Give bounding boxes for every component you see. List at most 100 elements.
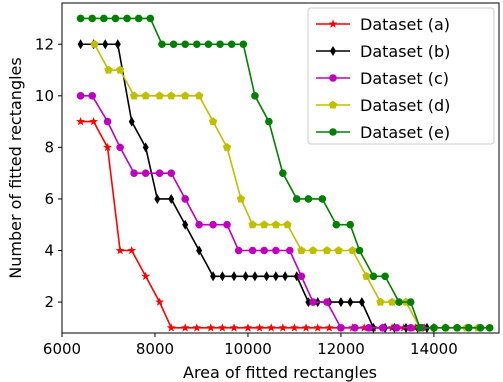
series-2-point (231, 271, 238, 282)
series-4-point (167, 91, 176, 100)
series-5-point (406, 298, 415, 306)
series-1-point (278, 323, 288, 332)
series-3-point (103, 117, 112, 126)
series-3-point (378, 324, 387, 332)
legend-marker (329, 74, 337, 82)
series-4-point (297, 246, 306, 255)
series-5-point (292, 195, 301, 203)
series-2-point (219, 271, 226, 282)
legend-item: Dataset (e) (316, 123, 450, 142)
series-4-point (236, 194, 246, 203)
series-3-point (406, 324, 415, 332)
series-4-point (248, 220, 257, 229)
series-3-point (209, 220, 217, 229)
series-1-point (313, 323, 323, 332)
series-3-point (116, 143, 124, 152)
legend-label: Dataset (c) (360, 69, 449, 88)
series-3-point (181, 195, 189, 203)
x-tick-label: 12000 (317, 340, 365, 358)
series-4-point (208, 117, 218, 126)
legend-item: Dataset (c) (316, 69, 449, 88)
series-1-point (266, 323, 276, 332)
x-tick-label: 8000 (136, 340, 174, 358)
series-5-point (441, 324, 450, 332)
series-5-point (158, 40, 166, 49)
series-5-point (169, 40, 178, 49)
series-4-point (194, 91, 204, 100)
series-1-point (229, 323, 239, 332)
series-5-point (464, 324, 473, 332)
series-5-point (453, 324, 461, 332)
series-1-point (180, 323, 190, 332)
series-4-point (308, 246, 318, 255)
series-5-point (369, 272, 378, 281)
series-5-point (239, 40, 248, 49)
series-5-point (395, 298, 403, 306)
series-2-point (282, 271, 289, 282)
series-5-point (332, 220, 341, 229)
series-2-point (305, 297, 312, 308)
plot-frame (61, 2, 500, 334)
series-4-point (348, 246, 357, 255)
series-3-point (272, 246, 280, 255)
y-tick-label: 2 (44, 293, 54, 311)
series-3-point (223, 220, 231, 229)
series-3-point (155, 169, 164, 177)
series-2-point (210, 271, 217, 282)
series-3-point (88, 92, 97, 100)
series-5-point (476, 324, 485, 332)
series-4-point (362, 271, 371, 280)
series-5-point (134, 14, 143, 23)
series-1-point (155, 297, 164, 306)
series-3-point (248, 246, 257, 255)
series-3-point (297, 272, 306, 281)
series-5-point (88, 14, 97, 23)
series-5-point (227, 40, 236, 49)
series-3-point (195, 220, 203, 229)
series-4-point (322, 246, 332, 255)
y-tick-label: 8 (44, 138, 54, 156)
series-1-point (103, 142, 112, 152)
series-5-point (279, 169, 287, 177)
series-4-point (334, 246, 343, 255)
series-3-point (234, 246, 243, 255)
legend: Dataset (a) Dataset (b) Dataset (c) Dataset… (307, 7, 495, 145)
legend-label: Dataset (e) (360, 123, 450, 142)
legend-box (307, 7, 495, 145)
y-tick-label: 6 (44, 190, 54, 208)
series-5 (76, 14, 494, 332)
series-5-point (123, 14, 131, 23)
legend-item: Dataset (b) (316, 42, 450, 61)
plot-series (76, 14, 494, 333)
series-4-point (222, 142, 232, 151)
series-3 (76, 92, 427, 332)
series-1-point (301, 323, 311, 332)
series-5-point (181, 40, 189, 49)
series-5-point (416, 324, 424, 332)
legend-item: Dataset (a) (316, 15, 450, 34)
series-5-point (146, 14, 155, 23)
series-2-point (358, 297, 365, 308)
series-3-point (309, 298, 317, 306)
series-5-point (318, 195, 327, 203)
series-3-point (260, 246, 269, 255)
series-3-point (365, 324, 373, 332)
series-2-point (182, 219, 189, 230)
series-2-point (242, 271, 249, 282)
series-1-point (141, 271, 151, 280)
series-2-point (168, 193, 175, 204)
y-tick-label: 4 (44, 242, 54, 260)
series-1-point (166, 323, 176, 332)
series-2-point (154, 193, 161, 204)
series-5-point (216, 40, 224, 49)
y-tick-label: 12 (35, 35, 54, 53)
series-2-point (251, 271, 258, 282)
legend-label: Dataset (b) (360, 42, 450, 61)
series-5-point (204, 40, 213, 49)
series-2-point (128, 116, 135, 127)
series-3-point (285, 246, 294, 255)
series-2-point (272, 271, 279, 282)
legend-marker (330, 46, 336, 56)
series-2-point (347, 297, 354, 308)
